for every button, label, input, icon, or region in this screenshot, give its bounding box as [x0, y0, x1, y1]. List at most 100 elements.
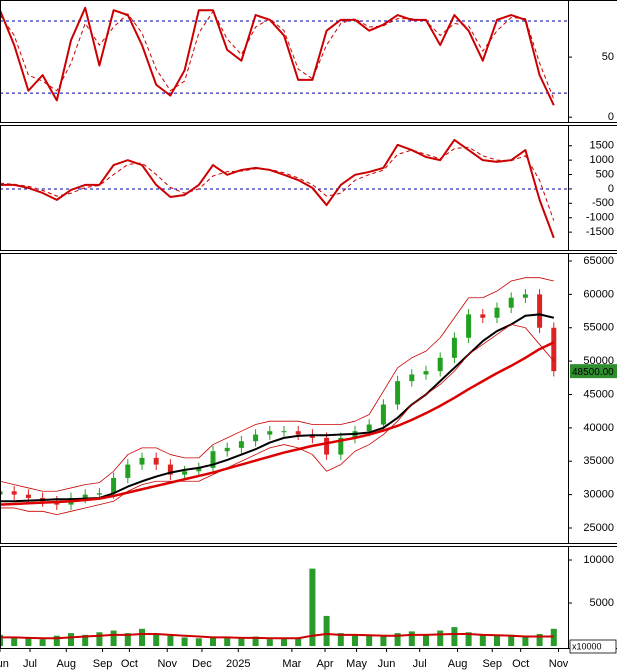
panel-frame [0, 0, 617, 123]
candle-body [281, 431, 287, 433]
volume-bar [82, 634, 89, 647]
y-tick-label: 10000 [583, 554, 614, 566]
indicator-line [0, 277, 554, 492]
x-tick-label: May [346, 658, 367, 670]
x-tick-label: 2025 [226, 658, 250, 670]
y-tick-label: 1000 [590, 154, 614, 166]
y-tick-label: 50 [602, 51, 614, 63]
x-tick-label: Nov [157, 658, 177, 670]
indicator-line [0, 138, 555, 239]
candle-body [196, 467, 202, 472]
indicator-line [0, 632, 554, 640]
y-tick-label: 40000 [583, 422, 614, 434]
volume-bar [110, 630, 117, 647]
candle-body [153, 457, 159, 465]
volume-bar [195, 638, 202, 647]
candle-body [11, 491, 17, 495]
y-tick-label: 55000 [583, 322, 614, 334]
volume-bar [494, 635, 500, 647]
volume-bar [25, 638, 32, 647]
candle-body [139, 457, 145, 465]
candle-body [522, 294, 528, 298]
volume-bar [68, 633, 74, 647]
unit-label: x10000 [572, 641, 602, 651]
candle-body [182, 471, 188, 475]
volume-bar [238, 638, 245, 647]
x-tick-label: Jul [413, 658, 427, 670]
panel [0, 568, 557, 647]
y-tick-label: -1000 [586, 212, 614, 224]
candle-body [210, 451, 216, 468]
candle-body [238, 441, 244, 448]
panel [0, 6, 568, 106]
unit-box [569, 639, 617, 654]
candle-body [508, 297, 514, 308]
candle-body [451, 337, 457, 358]
volume-bar [252, 636, 259, 647]
volume-bar [11, 637, 18, 647]
x-tick-label: Jul [23, 658, 37, 670]
candle-body [480, 314, 486, 318]
y-tick-label: 45000 [583, 388, 614, 400]
candle-body [125, 464, 131, 478]
y-tick-label: 0 [608, 111, 614, 123]
y-tick-label: 500 [596, 168, 614, 180]
volume-bar [366, 634, 373, 647]
x-tick-label: Jun [378, 658, 396, 670]
candle-body [338, 437, 344, 455]
candle-body [82, 494, 88, 498]
volume-bar [153, 633, 160, 647]
volume-bar [167, 635, 174, 647]
y-tick-label: 50000 [583, 355, 614, 367]
volume-bar [124, 633, 131, 647]
y-tick-label: -500 [592, 197, 614, 209]
candle-body [409, 374, 415, 382]
y-tick-label: 5000 [590, 597, 614, 609]
x-tick-label: Oct [512, 658, 529, 670]
candle-body [437, 357, 443, 372]
candle-body [0, 491, 3, 495]
indicator-line [0, 146, 555, 221]
candle-body [395, 381, 401, 405]
volume-bar [451, 627, 458, 647]
volume-bar [0, 634, 3, 647]
y-tick-label: 65000 [583, 255, 614, 267]
volume-bar [224, 637, 231, 647]
candle-body [551, 327, 557, 372]
panel [0, 138, 568, 239]
candle-body [295, 431, 301, 435]
y-tick-label: 0 [608, 183, 614, 195]
volume-bar [323, 615, 330, 647]
candle-body [224, 447, 230, 452]
volume-bar [96, 632, 103, 647]
volume-bar [536, 633, 543, 647]
candle-body [96, 493, 102, 495]
y-tick-label: 35000 [583, 455, 614, 467]
volume-bar [53, 635, 60, 647]
x-tick-label: Apr [316, 658, 333, 670]
indicator-line [0, 6, 555, 106]
volume-bar [281, 638, 287, 647]
volume-bar [423, 634, 429, 647]
volume-bar [139, 628, 145, 647]
panel-frame [0, 125, 617, 251]
volume-bar [295, 637, 302, 647]
volume-bar [39, 639, 46, 647]
candle-body [537, 294, 543, 328]
last-price-label: 48500.00 [572, 367, 614, 378]
candle-body [366, 424, 372, 432]
volume-bar [522, 636, 529, 647]
x-tick-label: Dec [192, 658, 212, 670]
volume-bar [181, 637, 188, 647]
volume-bar [508, 634, 515, 647]
candle-body [466, 314, 472, 338]
volume-bar [437, 630, 444, 647]
x-tick-label: Mar [282, 658, 301, 670]
panel-frame [0, 546, 617, 649]
x-tick-label: Jun [0, 658, 9, 670]
volume-bar [394, 633, 401, 647]
candle-body [253, 434, 259, 442]
y-tick-label: 25000 [583, 522, 614, 534]
x-tick-label: Sep [482, 658, 502, 670]
